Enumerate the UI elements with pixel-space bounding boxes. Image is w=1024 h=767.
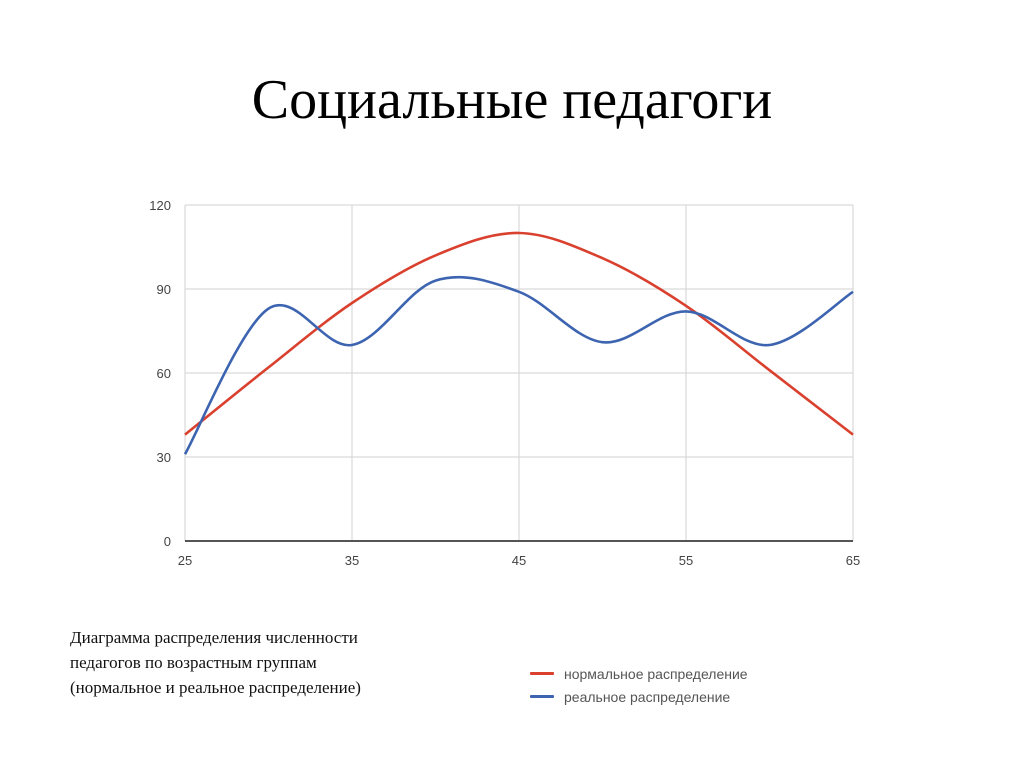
series-normal-line xyxy=(184,231,854,436)
legend-label: реальное распределение xyxy=(564,688,731,705)
x-tick-label: 55 xyxy=(679,553,693,568)
x-tick-label: 65 xyxy=(846,553,860,568)
caption-line: педагогов по возрастным группам xyxy=(70,653,317,672)
chart-legend: нормальное распределение реальное распре… xyxy=(530,662,748,708)
caption-line: (нормальное и реальное распределение) xyxy=(70,678,361,697)
caption-line: Диаграмма распределения численности xyxy=(70,628,358,647)
chart-grid xyxy=(184,204,854,542)
slide-title: Социальные педагоги xyxy=(251,69,773,131)
axis-labels: 0 30 60 90 120 25 35 45 55 65 xyxy=(149,198,860,568)
series-real-line xyxy=(183,275,854,455)
y-tick-label: 90 xyxy=(157,282,171,297)
y-tick-label: 30 xyxy=(157,450,171,465)
x-tick-label: 25 xyxy=(178,553,192,568)
y-tick-label: 60 xyxy=(157,366,171,381)
y-tick-label: 120 xyxy=(149,198,171,213)
x-tick-label: 45 xyxy=(512,553,526,568)
legend-label: нормальное распределение xyxy=(564,665,748,682)
x-tick-label: 35 xyxy=(345,553,359,568)
legend-item-real: реальное распределение xyxy=(530,685,748,708)
chart-series xyxy=(183,231,854,455)
legend-swatch-icon xyxy=(530,672,554,675)
y-tick-label: 0 xyxy=(164,534,171,549)
legend-item-normal: нормальное распределение xyxy=(530,662,748,685)
legend-swatch-icon xyxy=(530,695,554,698)
chart-caption: Диаграмма распределения численности педа… xyxy=(70,625,490,700)
